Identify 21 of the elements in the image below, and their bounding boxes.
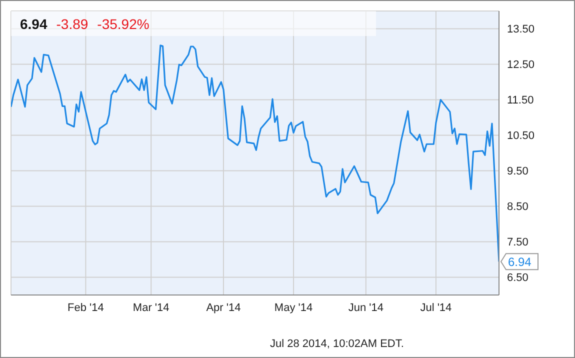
- y-tick-label: 6.50: [507, 272, 528, 284]
- x-tick-label: Feb '14: [68, 302, 104, 314]
- y-tick-label: 7.50: [507, 236, 528, 249]
- y-tick-label: 8.50: [507, 201, 528, 214]
- line-series: [11, 44, 499, 262]
- data-label: 6.94: [508, 255, 532, 270]
- y-tick-label: 10.50: [507, 130, 535, 142]
- y-tick-label: 9.50: [507, 166, 528, 178]
- text: Jul 28 2014, 10:02AM EDT.: [270, 338, 404, 350]
- x-tick-label: Mar '14: [132, 302, 170, 314]
- y-tick-label: 11.50: [507, 94, 534, 107]
- x-tick-label: Jun '14: [348, 302, 384, 314]
- header-panel: 6.94 -3.89 -35.92%: [11, 11, 376, 36]
- x-tick-label: Apr '14: [206, 302, 241, 314]
- chart-title: 6.94: [20, 16, 48, 32]
- annotation: -35.92%: [97, 16, 150, 32]
- y-tick-label: 12.50: [507, 59, 535, 72]
- annotation: -3.89: [56, 16, 88, 32]
- y-tick-label: 13.50: [507, 24, 535, 36]
- x-tick-label: May '14: [274, 302, 313, 314]
- x-tick-label: Jul '14: [420, 302, 452, 314]
